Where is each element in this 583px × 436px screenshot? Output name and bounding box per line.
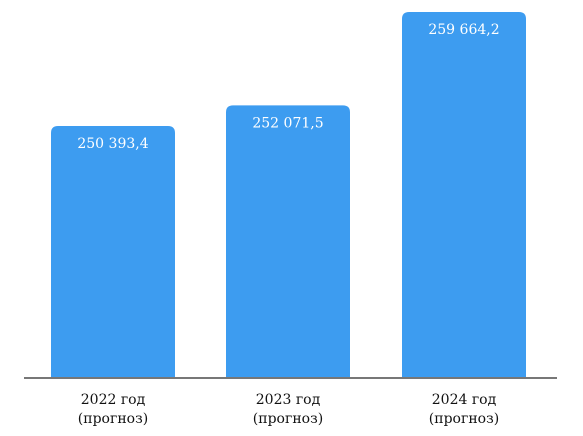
bar-value-label-1: 250 393,4	[77, 136, 148, 152]
bar-3	[402, 12, 526, 377]
bar-value-label-2: 252 071,5	[252, 115, 323, 131]
x-tick-label-1: 2022 год (прогноз)	[78, 392, 148, 427]
labels-layer: 2022 год (прогноз) 2023 год (прогноз) 2024 г…	[78, 392, 499, 427]
bar-value-label-3: 259 664,2	[428, 22, 499, 38]
x-tick-label-3: 2024 год (прогноз)	[429, 392, 499, 427]
x-tick-label-2: 2023 год (прогноз)	[253, 392, 323, 427]
bar-2	[226, 105, 350, 377]
bars-layer: 250 393,4 252 071,5 259 664,2	[51, 12, 526, 377]
bar-1	[51, 126, 175, 377]
